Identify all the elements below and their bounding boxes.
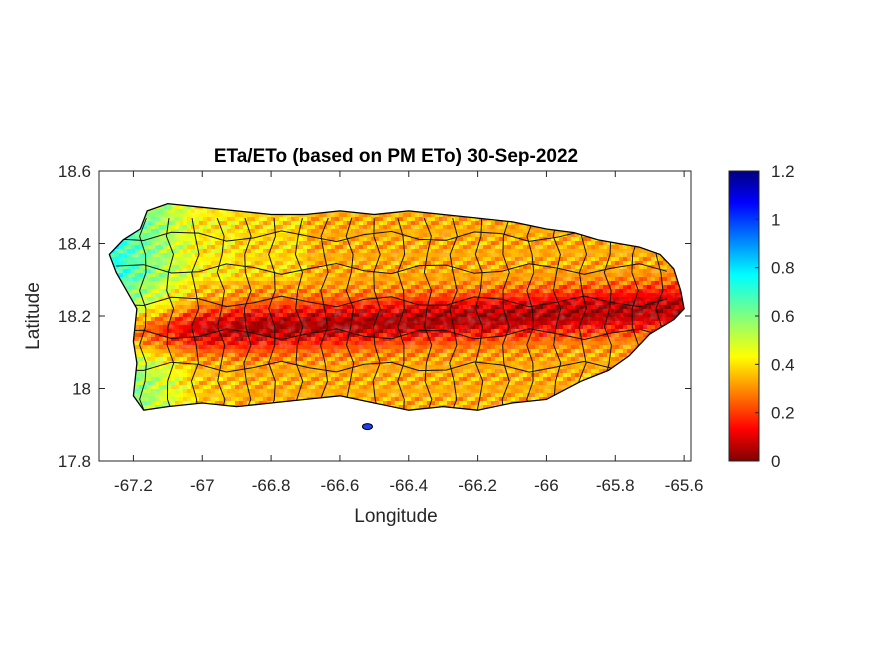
y-axis-ticks: 17.8 18 18.2 18.4 18.6 bbox=[58, 162, 691, 471]
colorbar-tick-label: 0.8 bbox=[771, 259, 795, 278]
y-tick-label: 18 bbox=[72, 380, 91, 399]
x-tick-label: -66 bbox=[534, 476, 559, 495]
islet bbox=[361, 423, 373, 431]
x-axis-label: Longitude bbox=[354, 506, 437, 527]
y-tick-label: 17.8 bbox=[58, 452, 91, 471]
colorbar-tick-label: 0.4 bbox=[771, 355, 795, 374]
coastline bbox=[108, 202, 685, 411]
chart-title: ETa/ETo (based on PM ETo) 30-Sep-2022 bbox=[214, 146, 578, 167]
x-tick-label: -66.4 bbox=[389, 476, 428, 495]
x-tick-label: -65.8 bbox=[596, 476, 635, 495]
y-tick-label: 18.6 bbox=[58, 162, 91, 181]
colorbar-tick-label: 1.2 bbox=[771, 162, 795, 181]
municipality-boundaries bbox=[116, 217, 668, 411]
x-axis-ticks: -67.2 -67 -66.8 -66.6 -66.4 -66.2 -66 -65.8 -65.… bbox=[114, 171, 703, 495]
x-tick-label: -65.6 bbox=[665, 476, 704, 495]
map-layer bbox=[108, 202, 685, 431]
colorbar-ticks: 0 0.2 0.4 0.6 0.8 1 1.2 bbox=[755, 162, 795, 471]
colorbar bbox=[728, 170, 760, 462]
colorbar-tick-label: 0.2 bbox=[771, 404, 795, 423]
y-axis-label: Latitude bbox=[23, 282, 44, 350]
x-tick-label: -67 bbox=[190, 476, 215, 495]
x-tick-label: -67.2 bbox=[114, 476, 153, 495]
raster-speckle bbox=[109, 203, 685, 411]
y-tick-label: 18.4 bbox=[58, 235, 91, 254]
x-tick-label: -66.8 bbox=[252, 476, 291, 495]
colorbar-tick-label: 0 bbox=[771, 452, 780, 471]
x-tick-label: -66.2 bbox=[458, 476, 497, 495]
x-tick-label: -66.6 bbox=[321, 476, 360, 495]
colorbar-tick-label: 1 bbox=[771, 210, 780, 229]
colorbar-tick-label: 0.6 bbox=[771, 307, 795, 326]
y-tick-label: 18.2 bbox=[58, 307, 91, 326]
